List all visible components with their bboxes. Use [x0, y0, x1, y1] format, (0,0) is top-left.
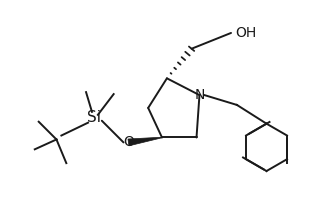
Text: N: N: [194, 88, 205, 102]
Text: Si: Si: [87, 110, 101, 125]
Text: OH: OH: [235, 26, 256, 40]
Text: O: O: [123, 135, 134, 149]
Polygon shape: [128, 137, 162, 146]
